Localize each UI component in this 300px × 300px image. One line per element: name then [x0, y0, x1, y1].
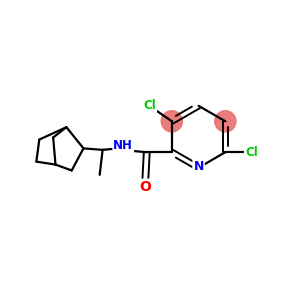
Text: O: O: [140, 180, 151, 194]
Text: Cl: Cl: [143, 100, 156, 112]
Text: NH: NH: [113, 139, 133, 152]
Text: N: N: [194, 160, 204, 173]
Text: Cl: Cl: [245, 146, 258, 159]
Circle shape: [215, 111, 236, 132]
Circle shape: [161, 111, 182, 132]
